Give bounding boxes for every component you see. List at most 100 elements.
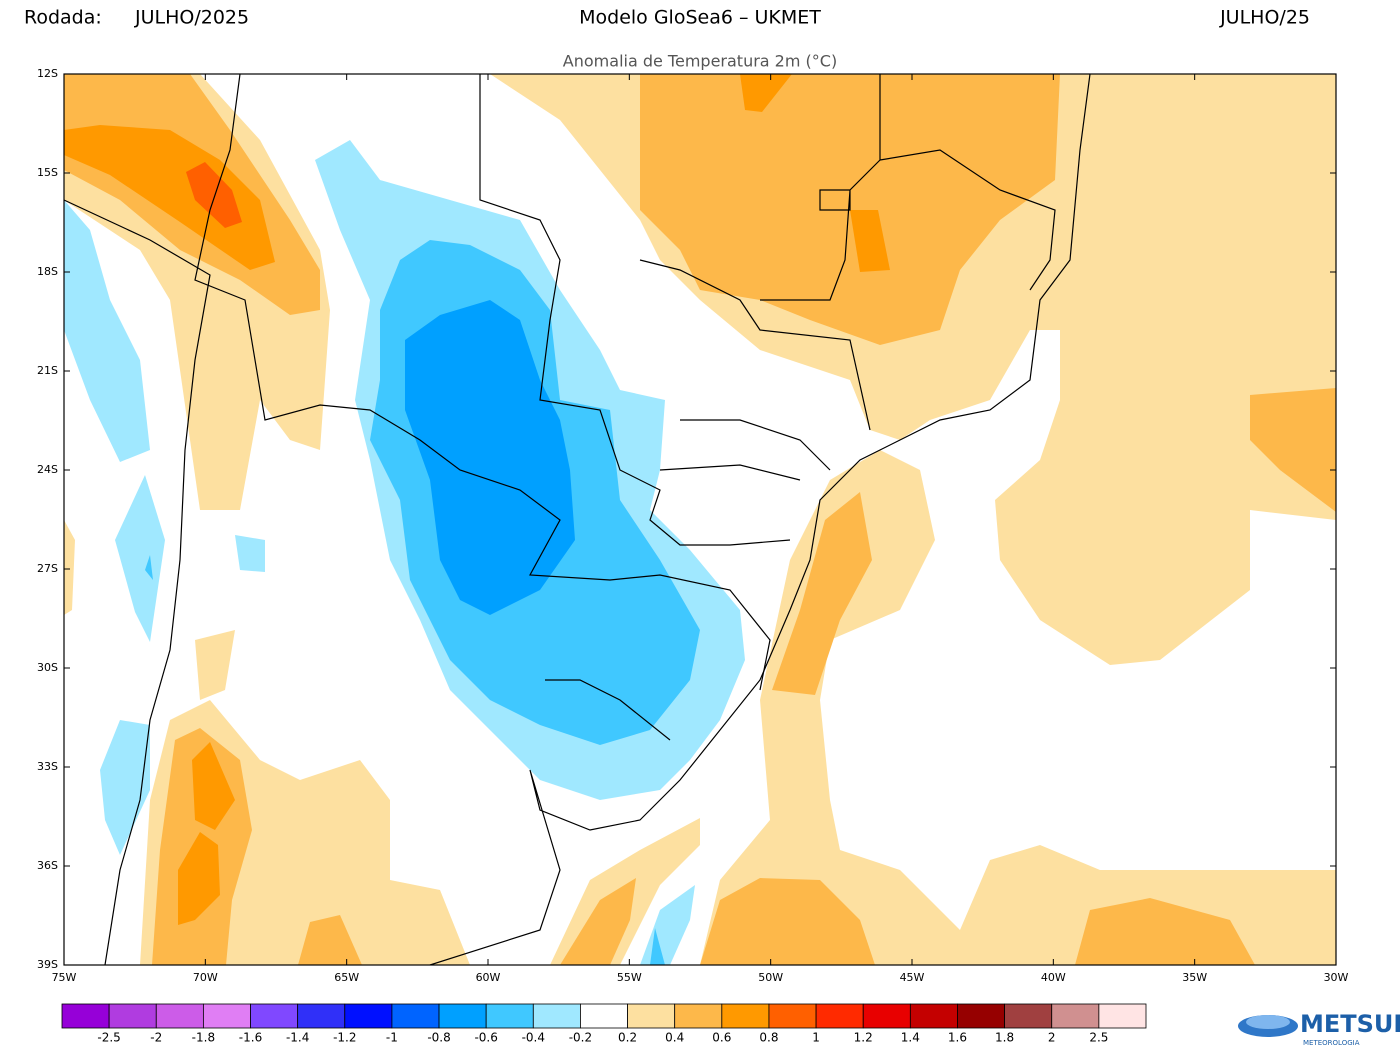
- contour: [650, 928, 665, 965]
- colorbar-box: [957, 1003, 1006, 1029]
- colorbar-box: [250, 1003, 299, 1029]
- lat-label: 39S: [37, 958, 58, 971]
- colorbar-label: 1.2: [854, 1031, 873, 1045]
- contour: [195, 630, 235, 700]
- contour: [405, 300, 575, 615]
- colorbar-label: 1.6: [948, 1031, 967, 1045]
- colorbar-box: [768, 1003, 817, 1029]
- model-title: Modelo GloSea6 – UKMET: [579, 7, 821, 29]
- colorbar-box: [1098, 1003, 1147, 1029]
- contour: [186, 162, 242, 228]
- colorbar-box: [391, 1003, 440, 1029]
- colorbar-label: -0.4: [522, 1031, 545, 1045]
- logo-globe: [1246, 1015, 1290, 1029]
- colorbar-box: [344, 1003, 393, 1029]
- lat-label: 30S: [37, 661, 58, 674]
- lon-label: 75W: [52, 971, 77, 984]
- coastline: [429, 74, 1091, 965]
- lon-label: 60W: [476, 971, 501, 984]
- lon-label: 35W: [1182, 971, 1207, 984]
- lat-label: 15S: [37, 166, 58, 179]
- lat-label: 36S: [37, 859, 58, 872]
- border-line: [194, 74, 771, 691]
- subtitle: Anomalia de Temperatura 2m (°C): [563, 52, 837, 71]
- lon-label: 55W: [617, 971, 642, 984]
- lon-label: 45W: [900, 971, 925, 984]
- colorbar-label: 2: [1048, 1031, 1056, 1045]
- colorbar-label: -1: [386, 1031, 398, 1045]
- logo-tagline: METEOROLOGIA: [1303, 1039, 1360, 1047]
- lat-label: 27S: [37, 562, 58, 575]
- colorbar-label: 0.2: [618, 1031, 637, 1045]
- colorbar-box: [1004, 1003, 1053, 1029]
- colorbar-label: 2.5: [1089, 1031, 1108, 1045]
- contour: [100, 720, 150, 855]
- colorbar-box: [815, 1003, 864, 1029]
- contour: [560, 878, 636, 965]
- lon-label: 30W: [1324, 971, 1349, 984]
- run-value: JULHO/2025: [134, 7, 249, 29]
- colorbar-label: 0.6: [712, 1031, 731, 1045]
- colorbar-box: [862, 1003, 911, 1029]
- colorbar-box: [674, 1003, 723, 1029]
- contour: [64, 200, 150, 462]
- colorbar-label: -0.6: [474, 1031, 497, 1045]
- coastline: [64, 199, 211, 965]
- colorbar-box: [155, 1003, 204, 1029]
- colorbar-box: [438, 1003, 487, 1029]
- colorbar-label: -1.8: [192, 1031, 215, 1045]
- colorbar-label: 0.4: [665, 1031, 684, 1045]
- contour: [178, 832, 220, 925]
- lon-label: 65W: [334, 971, 359, 984]
- colorbar-label: -0.2: [569, 1031, 592, 1045]
- anomaly-field: [64, 74, 1336, 965]
- lat-label: 18S: [37, 265, 58, 278]
- lon-label: 50W: [758, 971, 783, 984]
- colorbar-label: -0.8: [427, 1031, 450, 1045]
- colorbar-label: -1.6: [239, 1031, 262, 1045]
- logo-name: METSUL: [1300, 1010, 1400, 1038]
- lon-label: 70W: [193, 971, 218, 984]
- contour: [700, 878, 875, 965]
- colorbar-box: [532, 1003, 581, 1029]
- contour: [298, 915, 362, 965]
- contour: [740, 74, 792, 112]
- colorbar-label: 1.4: [901, 1031, 920, 1045]
- border-line: [479, 74, 871, 546]
- contour: [115, 475, 165, 642]
- colorbar-label: -2: [150, 1031, 162, 1045]
- contour: [1250, 388, 1336, 512]
- contour: [192, 742, 235, 830]
- colorbar-box: [297, 1003, 346, 1029]
- lat-label: 12S: [37, 67, 58, 80]
- colorbar-box: [1051, 1003, 1100, 1029]
- colorbar-label: -1.4: [286, 1031, 309, 1045]
- run-label: Rodada:: [24, 7, 102, 29]
- colorbar-box: [909, 1003, 958, 1029]
- contour: [1075, 898, 1255, 965]
- lat-label: 24S: [37, 463, 58, 476]
- colorbar-label: 0.8: [759, 1031, 778, 1045]
- lat-label: 33S: [37, 760, 58, 773]
- colorbar-label: 1: [812, 1031, 820, 1045]
- colorbar-box: [580, 1003, 628, 1029]
- contour: [235, 535, 265, 572]
- colorbar-box: [627, 1003, 676, 1029]
- contour: [64, 125, 275, 270]
- lat-label: 21S: [37, 364, 58, 377]
- contour: [145, 555, 153, 580]
- colorbar-label: -2.5: [97, 1031, 120, 1045]
- contour: [64, 520, 75, 615]
- period: JULHO/25: [1219, 7, 1310, 29]
- contour: [772, 492, 872, 695]
- colorbar-box: [108, 1003, 157, 1029]
- colorbar-box: [202, 1003, 251, 1029]
- contour: [850, 210, 890, 272]
- colorbar-label: 1.8: [995, 1031, 1014, 1045]
- map-frame: [63, 73, 1337, 966]
- colorbar-box: [61, 1003, 110, 1029]
- colorbar-box: [721, 1003, 770, 1029]
- border-line: [545, 74, 1056, 741]
- colorbar-label: -1.2: [333, 1031, 356, 1045]
